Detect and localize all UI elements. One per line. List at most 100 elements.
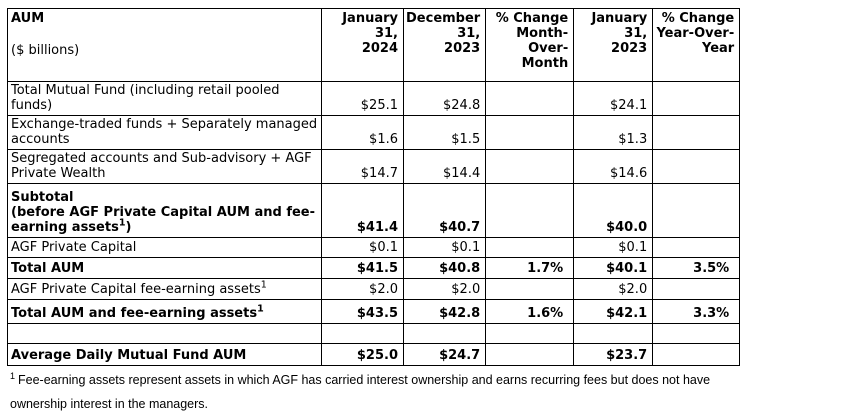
column-header-january-31-2023: January 31, 2023 (573, 8, 654, 82)
value-cell (652, 183, 741, 238)
row-label-line: Subtotal (11, 190, 74, 205)
row-label: AGF Private Capital fee-earning assets1 (7, 278, 322, 300)
footnote-reference: 1 (260, 279, 267, 291)
row-label (7, 323, 322, 344)
header-line: 2023 (611, 41, 648, 56)
value-cell (402, 323, 487, 344)
value-cell (485, 115, 575, 150)
value-cell (652, 323, 741, 344)
footnote-text: Fee-earning assets represent assets in w… (10, 373, 711, 411)
table-row-total-aum: Total AUM $41.5 $40.8 1.7% $40.1 3.5% (7, 257, 741, 279)
row-label: Total AUM (7, 257, 322, 279)
table-title: AUM (11, 11, 45, 26)
value-cell: $0.1 (402, 237, 487, 258)
value-cell (652, 115, 741, 150)
value-cell: $14.6 (573, 149, 654, 184)
value-cell (485, 183, 575, 238)
value-cell: $40.8 (402, 257, 487, 279)
row-label-text: Total Mutual Fund (including retail pool… (11, 83, 280, 113)
header-line: Over- (528, 41, 569, 56)
value-cell: $23.7 (573, 343, 654, 366)
table-row-agf-private-capital: AGF Private Capital $0.1 $0.1 $0.1 (7, 237, 741, 258)
table-row-average-daily-mutual-fund-aum: Average Daily Mutual Fund AUM $25.0 $24.… (7, 343, 741, 366)
value-cell: $1.6 (321, 115, 404, 150)
table-row-total-aum-and-fee-earning: Total AUM and fee-earning assets1 $43.5 … (7, 299, 741, 324)
row-label: Total Mutual Fund (including retail pool… (7, 81, 322, 116)
value-cell: $42.8 (402, 299, 487, 324)
value-cell: $43.5 (321, 299, 404, 324)
value-cell: $14.4 (402, 149, 487, 184)
value-cell: 3.5% (652, 257, 741, 279)
row-label-line: (before AGF Private Capital AUM and fee-… (11, 205, 319, 235)
value-cell: $40.0 (573, 183, 654, 238)
value-cell (485, 149, 575, 184)
table-row-fee-earning-assets: AGF Private Capital fee-earning assets1 … (7, 278, 741, 300)
aum-table: AUM ($ billions) January 31, 2024 Decemb… (7, 8, 741, 366)
row-label: Average Daily Mutual Fund AUM (7, 343, 322, 366)
row-label-text: Exchange-traded funds + Separately manag… (11, 117, 318, 147)
footnote-reference: 1 (118, 217, 126, 229)
column-header-pct-change-yoy: % Change Year-Over- Year (652, 8, 741, 82)
value-cell: $42.1 (573, 299, 654, 324)
table-row-etf-sma: Exchange-traded funds + Separately manag… (7, 115, 741, 150)
row-label-text: AGF Private Capital (11, 240, 137, 255)
value-cell: $0.1 (573, 237, 654, 258)
row-label: AGF Private Capital (7, 237, 322, 258)
value-cell (485, 278, 575, 300)
row-label-text: Total AUM (11, 261, 85, 276)
header-line: % Change (661, 11, 735, 26)
value-cell: $2.0 (321, 278, 404, 300)
value-cell (321, 323, 404, 344)
row-label-text: Total AUM and fee-earning assets (11, 306, 258, 321)
header-line: 31, (374, 26, 398, 41)
value-cell (485, 343, 575, 366)
column-header-january-31-2024: January 31, 2024 (321, 8, 404, 82)
value-cell: 1.6% (485, 299, 575, 324)
value-cell: 3.3% (652, 299, 741, 324)
table-row-spacer (7, 323, 741, 344)
value-cell: $14.7 (321, 149, 404, 184)
row-label-text: Segregated accounts and Sub-advisory + A… (11, 151, 312, 181)
column-header-aum: AUM ($ billions) (7, 8, 322, 82)
value-cell: $2.0 (573, 278, 654, 300)
row-label: Subtotal (before AGF Private Capital AUM… (7, 183, 322, 238)
header-line: % Change (495, 11, 569, 26)
value-cell: $24.1 (573, 81, 654, 116)
table-units-label: ($ billions) (11, 43, 80, 58)
value-cell (485, 81, 575, 116)
value-cell (485, 237, 575, 258)
header-line: Year (701, 41, 735, 56)
footnote-marker: 1 (10, 370, 16, 381)
row-label-suffix: ) (125, 220, 132, 235)
row-label-text: (before AGF Private Capital AUM and fee-… (11, 205, 316, 235)
value-cell: $24.7 (402, 343, 487, 366)
header-line: January (591, 11, 648, 26)
value-cell (485, 323, 575, 344)
value-cell: $2.0 (402, 278, 487, 300)
value-cell (573, 323, 654, 344)
header-line: 2023 (444, 41, 481, 56)
value-cell (652, 343, 741, 366)
header-line: Month (521, 56, 569, 71)
value-cell: $41.4 (321, 183, 404, 238)
value-cell (652, 237, 741, 258)
header-line: December (406, 11, 481, 26)
header-line: Year-Over- (656, 26, 735, 41)
row-label: Exchange-traded funds + Separately manag… (7, 115, 322, 150)
value-cell: $0.1 (321, 237, 404, 258)
value-cell (652, 149, 741, 184)
table-row-subtotal: Subtotal (before AGF Private Capital AUM… (7, 183, 741, 238)
value-cell: $41.5 (321, 257, 404, 279)
value-cell: $40.7 (402, 183, 487, 238)
table-header-row: AUM ($ billions) January 31, 2024 Decemb… (7, 8, 741, 82)
value-cell (652, 81, 741, 116)
value-cell: 1.7% (485, 257, 575, 279)
footnote-reference: 1 (257, 303, 264, 315)
row-label: Total AUM and fee-earning assets1 (7, 299, 322, 324)
value-cell: $25.1 (321, 81, 404, 116)
header-line: 31, (457, 26, 481, 41)
value-cell: $1.5 (402, 115, 487, 150)
value-cell: $25.0 (321, 343, 404, 366)
value-cell: $40.1 (573, 257, 654, 279)
